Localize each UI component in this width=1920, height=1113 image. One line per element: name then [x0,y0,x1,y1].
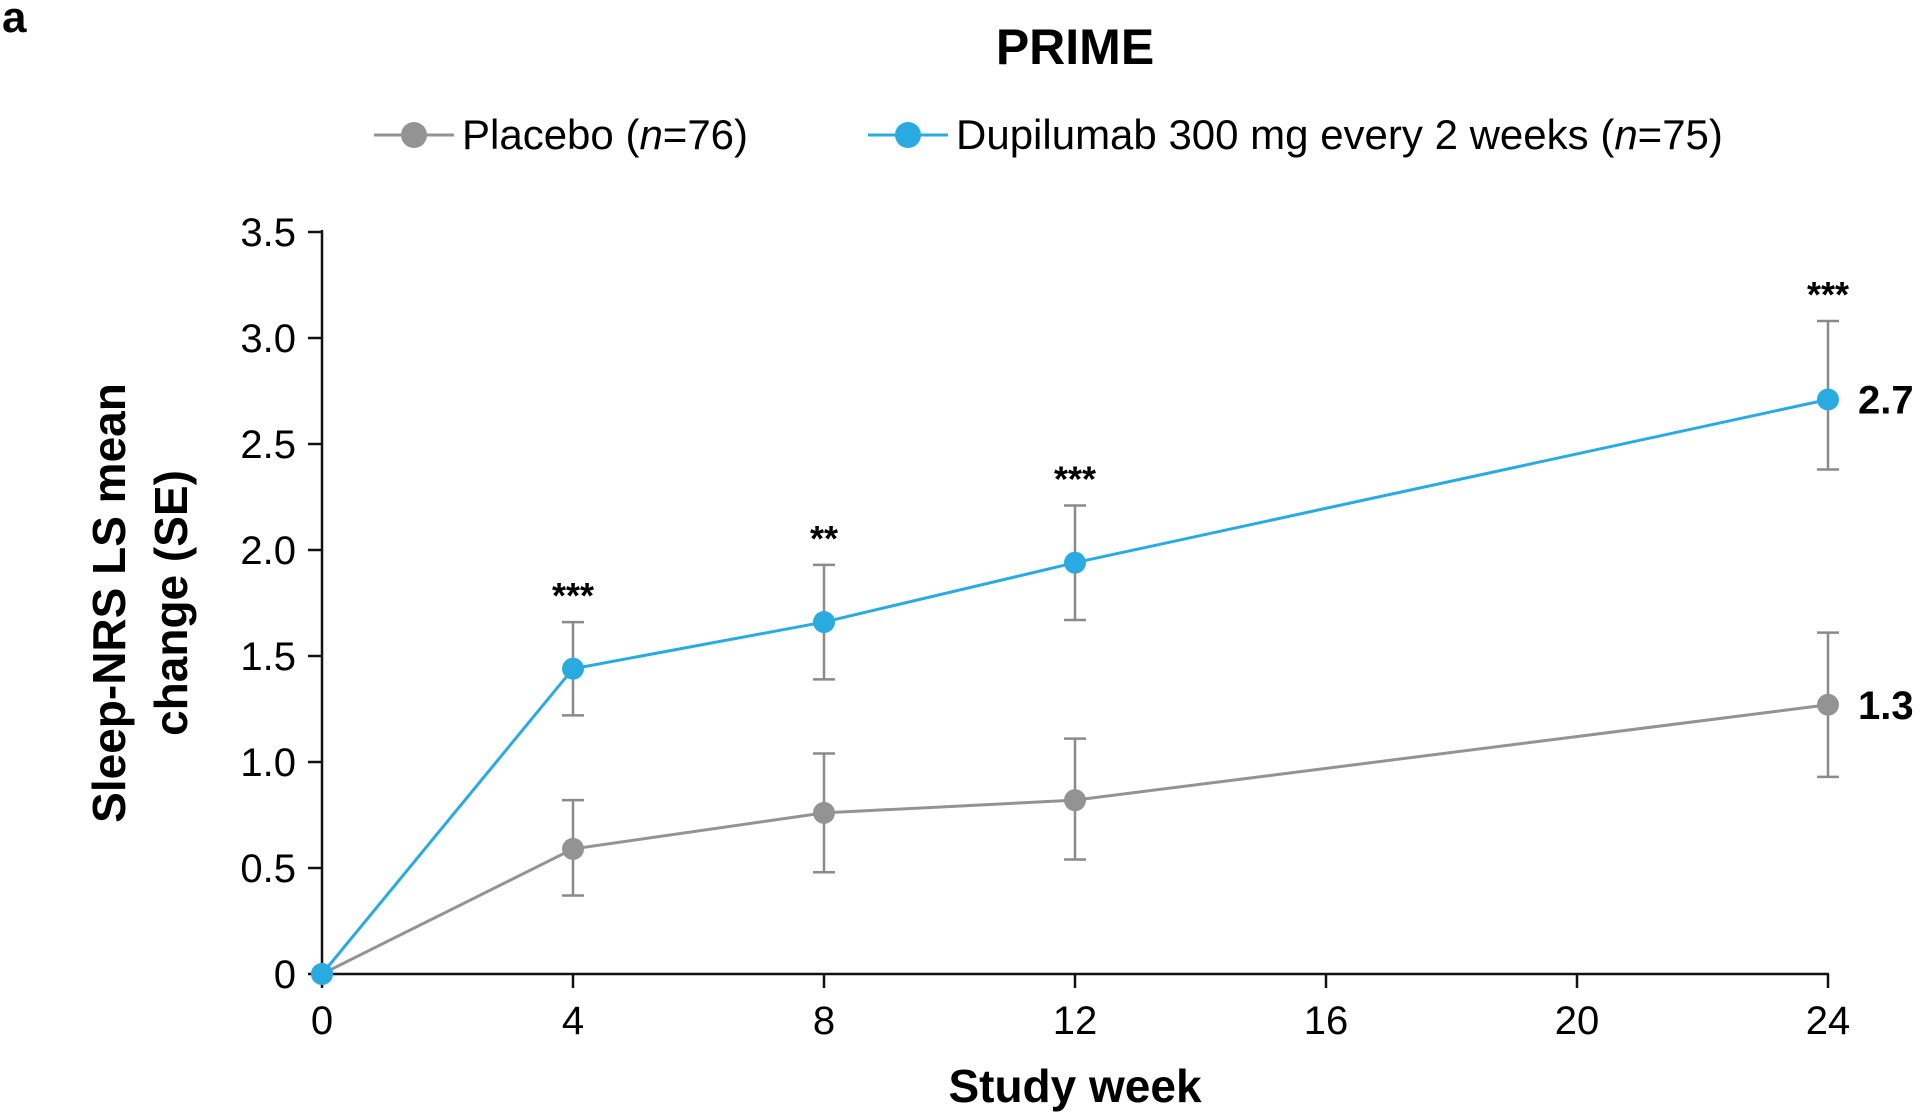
data-point [562,657,584,680]
legend-item: Placebo (n=76) [374,111,748,158]
x-tick-label: 24 [1806,999,1851,1043]
y-ticks: 0 0.5 1.0 1.5 2.0 2.5 3.0 3.5 [240,211,322,997]
y-tick-label: 3.0 [240,317,296,361]
x-tick-label: 16 [1304,999,1349,1043]
x-tick-label: 8 [813,999,835,1043]
legend-label: Placebo (n=76) [462,111,748,158]
legend-label: Dupilumab 300 mg every 2 weeks (n=75) [956,111,1723,158]
legend-item: Dupilumab 300 mg every 2 weeks (n=75) [868,111,1723,158]
x-tick-label: 20 [1555,999,1600,1043]
y-tick-label: 0.5 [240,847,296,891]
significance-marker: *** [552,575,594,616]
x-tick-label: 12 [1053,999,1098,1043]
data-point [562,837,584,860]
data-point [311,963,333,985]
data-point [1064,789,1086,812]
y-axis-title-line-1: Sleep-NRS LS mean [83,383,135,823]
y-axis-title: Sleep-NRS LS mean change (SE) [83,383,197,823]
end-value-label: 1.3 [1858,684,1914,728]
y-tick-label: 1.0 [240,741,296,785]
x-tick-label: 4 [562,999,584,1043]
data-point [813,801,835,824]
x-ticks: 0 4 8 12 16 20 24 [311,974,1850,1043]
panel-label: a [2,0,27,42]
legend-marker [401,122,427,148]
significance-marker: *** [1807,274,1849,315]
y-tick-label: 2.5 [240,423,296,467]
y-tick-label: 1.5 [240,635,296,679]
x-tick-label: 0 [311,999,333,1043]
chart-title: PRIME [996,19,1154,75]
data-point [1817,388,1839,411]
data-point [813,611,835,634]
significance-marker: ** [810,518,838,559]
legend: Placebo (n=76) Dupilumab 300 mg every 2 w… [374,111,1723,158]
data-point [1817,693,1839,716]
y-tick-label: 2.0 [240,529,296,573]
end-value-label: 2.7 [1858,378,1914,422]
plot-area: 1.32.7*********** [311,274,1914,985]
y-tick-label: 0 [274,953,296,997]
x-axis-title: Study week [948,1060,1202,1112]
legend-marker [895,122,921,148]
y-axis-title-line-2: change (SE) [145,470,197,736]
data-point [1064,551,1086,574]
y-tick-label: 3.5 [240,211,296,255]
series-group: 2.7 [311,319,1914,985]
series-group: 1.3 [311,631,1914,985]
significance-marker: *** [1054,458,1096,499]
